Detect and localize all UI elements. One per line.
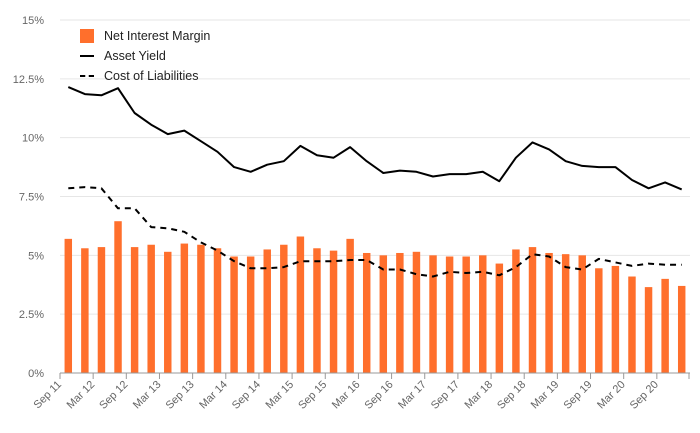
bar-net-interest-margin (64, 238, 73, 373)
x-tick-label: Sep 19 (562, 379, 595, 412)
legend: Net Interest Margin Asset Yield Cost of … (80, 26, 210, 86)
x-tick-label: Mar 16 (330, 379, 363, 412)
bar-net-interest-margin (180, 243, 189, 373)
bar-net-interest-margin (329, 250, 338, 373)
bar-net-interest-margin (396, 252, 404, 373)
bar-net-interest-margin (81, 248, 89, 373)
bar-net-interest-margin (346, 238, 354, 373)
y-tick-label: 7.5% (19, 192, 44, 204)
bar-net-interest-margin (280, 244, 288, 373)
bar-net-interest-margin (628, 276, 636, 373)
bar-net-interest-margin (246, 256, 255, 373)
bar-net-interest-margin (578, 255, 586, 373)
bar-net-interest-margin (528, 247, 537, 373)
legend-item-net-interest-margin: Net Interest Margin (80, 26, 210, 46)
bar-net-interest-margin (197, 244, 205, 373)
bar-net-interest-margin (462, 256, 470, 373)
line-cost-of-liabilities (68, 186, 682, 278)
bar-net-interest-margin (595, 268, 603, 373)
x-tick-label: Sep 12 (97, 379, 130, 412)
bar-net-interest-margin (661, 278, 669, 373)
legend-swatch-net-interest-margin (80, 29, 94, 43)
bar-net-interest-margin (164, 251, 172, 373)
bar-net-interest-margin (445, 256, 454, 373)
x-tick-label: Mar 18 (462, 379, 495, 412)
bar-net-interest-margin (644, 287, 653, 373)
bar-net-interest-margin (313, 248, 321, 373)
bar-net-interest-margin (611, 265, 620, 373)
bar-net-interest-margin (479, 255, 487, 373)
x-tick-label: Sep 11 (32, 379, 65, 412)
bar-net-interest-margin (130, 247, 139, 373)
x-tick-label: Sep 13 (164, 379, 197, 412)
x-tick-label: Mar 20 (595, 379, 628, 412)
bar-net-interest-margin (362, 252, 371, 373)
bar-net-interest-margin (147, 244, 155, 373)
bar-net-interest-margin (512, 249, 520, 373)
bar-net-interest-margin (677, 285, 686, 373)
legend-swatch-cost-of-liabilities (80, 75, 94, 77)
y-tick-label: 5% (28, 250, 44, 262)
line-asset-yield (67, 86, 683, 191)
x-tick-label: Mar 15 (264, 379, 297, 412)
x-tick-label: Sep 15 (296, 379, 329, 412)
legend-swatch-asset-yield (80, 55, 94, 57)
x-tick-label: Sep 20 (628, 379, 661, 412)
x-tick-label: Mar 14 (197, 379, 230, 412)
bar-net-interest-margin (296, 236, 305, 373)
x-tick-label: Sep 14 (230, 379, 263, 412)
legend-item-cost-of-liabilities: Cost of Liabilities (80, 66, 210, 86)
bar-net-interest-margin (429, 255, 437, 373)
line-series (67, 86, 683, 278)
y-tick-label: 0% (28, 368, 44, 380)
x-tick-label: Sep 16 (363, 379, 396, 412)
bar-net-interest-margin (97, 247, 106, 373)
x-tick-label: Sep 18 (495, 379, 528, 412)
x-tick-label: Mar 19 (529, 379, 562, 412)
x-tick-label: Sep 17 (429, 379, 462, 412)
legend-item-asset-yield: Asset Yield (80, 46, 210, 66)
y-tick-label: 10% (22, 133, 44, 145)
legend-label-net-interest-margin: Net Interest Margin (104, 29, 211, 43)
bar-net-interest-margin (230, 256, 238, 373)
y-tick-label: 2.5% (19, 309, 44, 321)
bar-net-interest-margin (114, 221, 122, 373)
legend-label-asset-yield: Asset Yield (104, 49, 166, 63)
bar-net-interest-margin (412, 251, 421, 373)
y-tick-label: 12.5% (13, 74, 44, 86)
y-tick-label: 15% (22, 15, 44, 27)
bar-net-interest-margin (561, 254, 570, 373)
bar-net-interest-margin (379, 255, 388, 373)
bar-net-interest-margin (213, 248, 222, 373)
legend-label-cost-of-liabilities: Cost of Liabilities (104, 69, 199, 83)
x-tick-label: Mar 17 (396, 379, 429, 412)
bar-net-interest-margin (263, 249, 271, 373)
x-tick-label: Mar 13 (131, 379, 164, 412)
bar-series-net-interest-margin (64, 221, 686, 373)
x-tick-label: Mar 12 (65, 379, 98, 412)
bar-net-interest-margin (545, 252, 553, 373)
bar-net-interest-margin (495, 263, 504, 373)
